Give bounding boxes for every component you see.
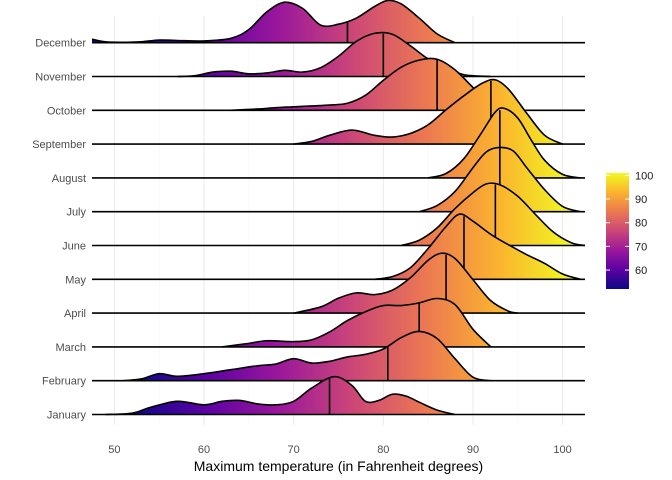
y-tick-label: July: [66, 207, 86, 219]
y-tick-label: November: [35, 72, 86, 84]
ridge-outline: [427, 107, 581, 179]
x-axis-title: Maximum temperature (in Fahrenheit degre…: [194, 458, 483, 474]
ridge-area: [92, 0, 456, 43]
x-axis-labels: 50 60 70 80 90 100: [108, 444, 571, 456]
colorbar-label: 100: [635, 170, 653, 182]
colorbar-label: 70: [635, 241, 647, 253]
y-tick-label: August: [52, 173, 86, 185]
x-tick-label: 100: [553, 444, 571, 456]
ridge-series: [91, 0, 586, 416]
ridge-april: [92, 252, 585, 314]
y-tick-label: May: [65, 274, 86, 286]
ridge-outline: [230, 57, 510, 112]
colorbar-label: 60: [635, 265, 647, 277]
x-tick-label: 50: [108, 444, 120, 456]
y-tick-label: February: [42, 376, 87, 388]
y-tick-label: June: [62, 241, 86, 253]
ridge-area: [428, 107, 581, 178]
ridge-area: [230, 58, 509, 111]
ridge-outline: [293, 252, 518, 314]
colorbar: [606, 173, 629, 289]
ridge-outline: [221, 297, 492, 348]
ridge-outline: [91, 0, 456, 44]
x-tick-label: 90: [467, 444, 479, 456]
y-tick-label: April: [64, 308, 86, 320]
ridge-area: [293, 253, 518, 314]
ridge-area: [105, 376, 456, 415]
y-tick-label: January: [47, 410, 87, 422]
y-axis-labels: January February March April May June July Augu…: [32, 38, 86, 422]
ridge-outline: [374, 213, 581, 281]
ridge-area: [123, 331, 491, 381]
x-tick-label: 80: [377, 444, 389, 456]
y-tick-label: December: [35, 38, 86, 50]
ridge-outline: [105, 375, 456, 416]
color-legend: 60 70 80 90 100: [606, 170, 653, 289]
x-tick-label: 60: [198, 444, 210, 456]
y-tick-label: March: [55, 342, 86, 354]
ridge-outline: [123, 330, 492, 382]
x-tick-label: 70: [288, 444, 300, 456]
y-tick-label: October: [47, 105, 86, 117]
y-tick-label: September: [32, 139, 86, 151]
ridge-outline: [293, 78, 563, 145]
ridge-december: [91, 0, 585, 44]
colorbar-label: 80: [635, 218, 647, 230]
colorbar-label: 90: [635, 194, 647, 206]
ridge-outline: [401, 182, 586, 247]
ridge-january: [92, 375, 585, 416]
